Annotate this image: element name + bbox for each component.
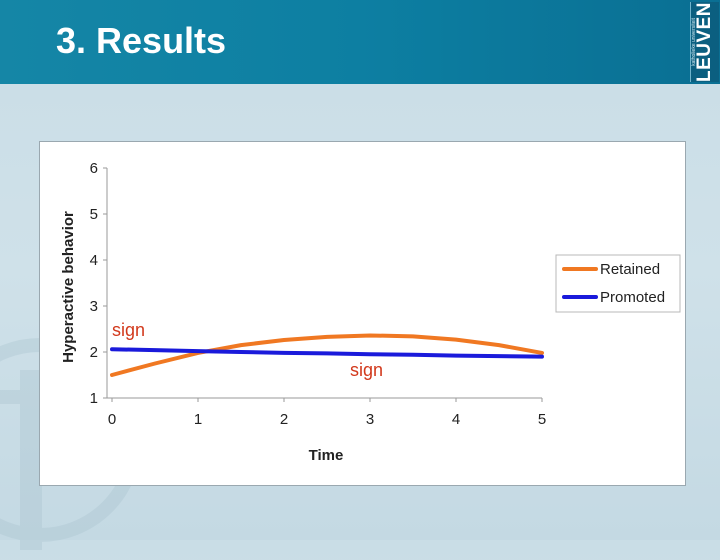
slide-header: 3. Results LEUVEN katholieke universitei… <box>0 0 720 84</box>
data-point-retained <box>368 333 372 337</box>
data-point-retained <box>497 343 501 347</box>
x-axis-title: Time <box>309 447 344 464</box>
y-tick-label: 6 <box>90 160 98 177</box>
data-point-promoted <box>153 348 157 352</box>
data-point-promoted <box>540 355 544 359</box>
data-point-promoted <box>325 351 329 355</box>
chart-legend: Retained Promoted <box>555 254 681 313</box>
x-tick-label: 2 <box>280 411 288 428</box>
data-point-retained <box>282 338 286 342</box>
logo-subtext: katholieke universiteit <box>691 18 697 66</box>
y-tick-label: 3 <box>90 298 98 315</box>
data-point-promoted <box>497 354 501 358</box>
legend-label-promoted: Promoted <box>600 289 665 306</box>
x-tick-label: 3 <box>366 411 374 428</box>
data-point-promoted <box>239 350 243 354</box>
logo-text: LEUVEN <box>694 1 715 83</box>
data-point-retained <box>110 373 114 377</box>
data-point-retained <box>540 351 544 355</box>
university-logo: LEUVEN katholieke universiteit <box>690 2 719 82</box>
y-tick-label: 5 <box>90 206 98 223</box>
data-point-promoted <box>282 351 286 355</box>
data-point-retained <box>325 335 329 339</box>
y-tick-label: 4 <box>90 252 98 269</box>
annotation-sign-2: sign <box>350 360 384 380</box>
data-point-retained <box>454 338 458 342</box>
data-point-promoted <box>110 347 114 351</box>
y-tick-label: 1 <box>90 390 98 407</box>
data-point-retained <box>153 362 157 365</box>
y-tick-label: 2 <box>90 344 98 361</box>
legend-label-retained: Retained <box>600 261 660 278</box>
data-point-promoted <box>196 349 200 353</box>
x-tick-label: 0 <box>108 411 116 428</box>
x-tick-label: 4 <box>452 411 460 428</box>
y-axis-title: Hyperactive behavior <box>60 211 77 363</box>
data-point-promoted <box>411 353 415 357</box>
x-tick-label: 1 <box>194 411 202 428</box>
data-point-promoted <box>368 352 372 356</box>
x-tick-label: 5 <box>538 411 546 428</box>
data-point-promoted <box>454 354 458 358</box>
data-point-retained <box>411 334 415 338</box>
annotation-sign-1: sign <box>112 320 146 340</box>
slide-title: 3. Results <box>56 20 227 61</box>
data-point-retained <box>239 343 243 347</box>
